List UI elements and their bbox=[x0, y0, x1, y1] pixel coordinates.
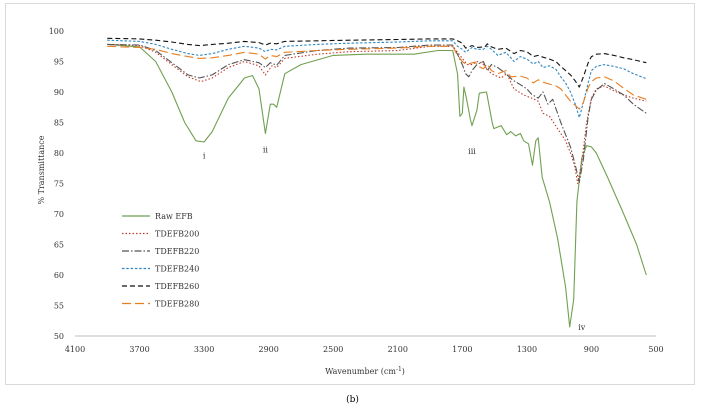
series-line-tdefb220 bbox=[107, 43, 647, 183]
legend-label: Raw EFB bbox=[155, 212, 193, 221]
peak-annotation: iii bbox=[468, 147, 476, 156]
series-line-tdefb240 bbox=[107, 39, 647, 119]
y-tick-label: 55 bbox=[54, 302, 64, 311]
legend-label: TDEFB240 bbox=[155, 265, 199, 274]
y-tick-label: 50 bbox=[54, 332, 64, 341]
ftir-line-chart: 50 55 60 65 70 75 80 85 90 95 100 4100 3700 3300 2900… bbox=[37, 27, 664, 376]
legend-label: TDEFB280 bbox=[155, 300, 199, 309]
y-tick-label: 60 bbox=[54, 271, 64, 280]
series-line-raw-efb bbox=[107, 43, 647, 328]
y-tick-labels: 50 55 60 65 70 75 80 85 90 95 100 bbox=[49, 27, 64, 341]
y-tick-label: 65 bbox=[54, 241, 64, 250]
x-tick-label: 900 bbox=[584, 345, 599, 354]
y-tick-label: 70 bbox=[54, 210, 64, 219]
legend-label: TDEFB260 bbox=[155, 282, 199, 291]
x-axis-title: Wavenumber (cm-1) bbox=[325, 366, 405, 376]
legend-label: TDEFB200 bbox=[155, 230, 199, 239]
x-tick-label: 3300 bbox=[194, 345, 214, 354]
x-tick-label: 500 bbox=[648, 345, 663, 354]
legend-label: TDEFB220 bbox=[155, 247, 199, 256]
x-tick-label: 2900 bbox=[258, 345, 278, 354]
series-lines bbox=[107, 37, 647, 328]
x-tick-label: 2500 bbox=[323, 345, 343, 354]
x-tick-label: 2100 bbox=[388, 345, 408, 354]
peak-annotation: i bbox=[203, 151, 206, 160]
series-line-tdefb260 bbox=[107, 37, 647, 88]
legend: Raw EFB TDEFB200 TDEFB220 TDEFB240 TDEFB260 T… bbox=[122, 212, 199, 309]
x-tick-label: 1700 bbox=[452, 345, 472, 354]
x-tick-label: 3700 bbox=[129, 345, 149, 354]
series-line-tdefb280 bbox=[107, 45, 647, 110]
y-tick-label: 80 bbox=[54, 149, 64, 158]
peak-annotation: iv bbox=[578, 323, 586, 332]
x-tick-label: 1300 bbox=[517, 345, 537, 354]
y-tick-label: 100 bbox=[49, 27, 64, 36]
series-line-tdefb200 bbox=[107, 43, 647, 185]
y-tick-label: 90 bbox=[54, 88, 64, 97]
y-axis-title: % Transmittance bbox=[37, 135, 46, 204]
x-tick-label: 4100 bbox=[65, 345, 85, 354]
x-tick-labels: 4100 3700 3300 2900 2500 2100 1700 1300 900 500 bbox=[65, 345, 664, 354]
y-tick-label: 85 bbox=[54, 119, 64, 128]
y-tick-label: 75 bbox=[54, 180, 64, 189]
chart-frame bbox=[5, 3, 695, 385]
peak-annotation: ii bbox=[263, 145, 269, 154]
figure-caption: (b) bbox=[346, 395, 359, 405]
y-tick-label: 95 bbox=[54, 58, 64, 67]
